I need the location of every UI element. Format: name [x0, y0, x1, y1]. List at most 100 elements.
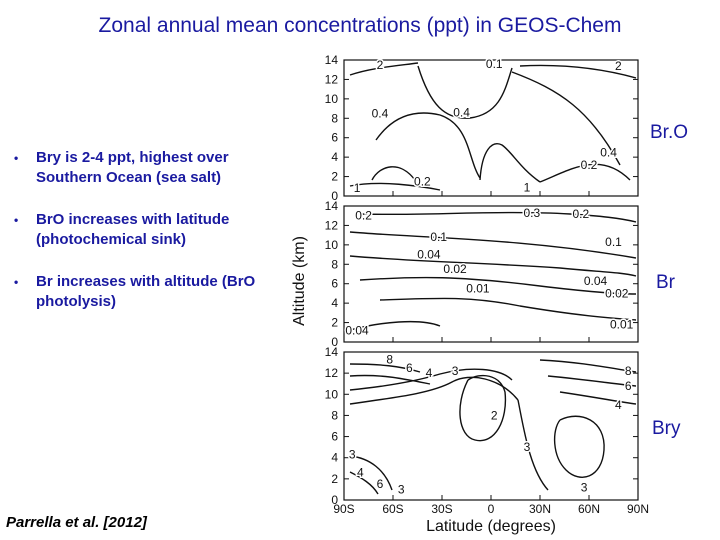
contour-label-br: 0.04 [584, 274, 608, 288]
y-tick-label: 0 [331, 493, 338, 507]
panel-label-bry: Bry [652, 418, 681, 439]
bullet-dot-icon: • [14, 151, 19, 165]
y-tick-label: 12 [325, 72, 339, 86]
contour-label-bry: 4 [615, 398, 622, 412]
bry-contour-6-north [547, 375, 637, 387]
bry-contour-3-right [517, 399, 549, 491]
bry-contour-lower-left [349, 455, 393, 491]
y-tick-label: 6 [331, 277, 338, 291]
contour-label-bry: 2 [491, 408, 498, 422]
y-tick-label: 4 [331, 296, 338, 310]
y-tick-label: 14 [325, 53, 339, 67]
y-tick-label: 10 [325, 387, 339, 401]
contour-label-br: 0.1 [605, 235, 622, 249]
y-axis-title: Altitude (km) [291, 236, 308, 326]
contour-label-br: 0.02 [443, 262, 467, 276]
contour-label-bro: 0.1 [486, 57, 503, 71]
contour-label-bro: 0.4 [600, 145, 617, 159]
y-tick-label: 2 [331, 316, 338, 330]
bry-contour-8-north [539, 359, 637, 373]
x-tick-label: 30N [529, 502, 551, 516]
citation: Parrella et al. [2012] [6, 514, 147, 531]
y-tick-label: 0 [331, 189, 338, 203]
contour-label-bro: 1 [354, 181, 361, 195]
y-tick-label: 10 [325, 92, 339, 106]
contour-label-br: 0.3 [523, 206, 540, 220]
bro-contour-lower [349, 182, 441, 191]
contour-label-br: 0.01 [466, 282, 490, 296]
contour-label-bry: 3 [524, 440, 531, 454]
contour-label-bro: 1 [524, 180, 531, 194]
y-tick-label: 8 [331, 257, 338, 271]
contour-label-bro: 2 [615, 59, 622, 73]
y-tick-label: 14 [325, 199, 339, 213]
bro-contour-upper-right [519, 64, 637, 79]
bullet-list: • Bry is 2-4 ppt, highest over Southern … [12, 148, 282, 334]
br-contour-0.3 [359, 211, 637, 223]
bro-contour-0.2-south [371, 166, 416, 181]
bullet-dot-icon: • [14, 275, 19, 289]
y-tick-label: 0 [331, 335, 338, 349]
y-tick-label: 8 [331, 408, 338, 422]
contour-label-bro: 0.2 [414, 174, 431, 188]
y-tick-label: 2 [331, 472, 338, 486]
y-tick-label: 2 [331, 170, 338, 184]
contour-label-bro: 2 [377, 58, 384, 72]
bro-contour-dome [479, 143, 541, 183]
br-contour-0.01 [379, 297, 637, 321]
x-tick-label: 60S [382, 502, 403, 516]
x-tick-label: 0 [488, 502, 495, 516]
br-contour-0.04-low [349, 320, 441, 331]
bro-contour-0.4-south [375, 112, 481, 179]
x-tick-label: 60N [578, 502, 600, 516]
slide-title: Zonal annual mean concentrations (ppt) i… [98, 14, 622, 37]
bro-contour-0.4-north [511, 71, 621, 166]
br-contour-0.04 [349, 255, 637, 277]
contour-lines [349, 62, 637, 495]
x-tick-label: 30S [431, 502, 452, 516]
contour-label-bry: 3 [398, 482, 405, 496]
panel-frame-bro [343, 59, 639, 197]
bry-contour-4-north [559, 391, 637, 405]
panel-label-bro: Br.O [650, 122, 689, 143]
bro-contour-0.2-north [539, 163, 631, 183]
bullet-text: BrO increases with latitude (photochemic… [36, 211, 230, 248]
contour-label-bry: 6 [625, 379, 632, 393]
y-tick-label: 4 [331, 451, 338, 465]
contour-label-br: 0.2 [355, 209, 372, 223]
bullet-text: Bry is 2-4 ppt, highest over Southern Oc… [36, 149, 229, 186]
bullet-bry: • Bry is 2-4 ppt, highest over Southern … [12, 148, 282, 188]
bro-contour-upper-left [349, 62, 419, 76]
contour-label-br: 0.1 [430, 230, 447, 244]
panel-label-br: Br [656, 272, 675, 293]
bry-contour-3-loop [553, 415, 605, 478]
bry-contour-lower-left-2 [349, 471, 379, 495]
x-axis-title: Latitude (degrees) [426, 518, 556, 535]
bullet-text: Br increases with altitude (BrO photolys… [36, 273, 256, 310]
contour-label-bry: 8 [625, 364, 632, 378]
y-tick-label: 12 [325, 218, 339, 232]
contour-label-br: 0.01 [610, 318, 634, 332]
contour-label-bry: 3 [452, 364, 459, 378]
bry-contour-3 [349, 376, 519, 405]
y-tick-label: 10 [325, 238, 339, 252]
contour-label-br: 0.02 [605, 286, 629, 300]
contour-label-bry: 8 [386, 352, 393, 366]
y-tick-label: 8 [331, 111, 338, 125]
bry-contour-6 [349, 374, 431, 385]
y-tick-label: 14 [325, 345, 339, 359]
contour-label-bry: 4 [357, 466, 364, 480]
contour-label-bry: 6 [377, 477, 384, 491]
contour-label-br: 0.04 [345, 323, 369, 337]
bry-contour-8 [349, 363, 421, 373]
y-tick-label: 6 [331, 131, 338, 145]
bry-contour-4 [349, 368, 513, 391]
y-tick-label: 6 [331, 430, 338, 444]
contour-label-br: 0.2 [572, 207, 589, 221]
contour-label-bry: 3 [349, 448, 356, 462]
y-tick-label: 12 [325, 366, 339, 380]
panels-group [343, 59, 639, 501]
bullet-br: • Br increases with altitude (BrO photol… [12, 272, 282, 312]
